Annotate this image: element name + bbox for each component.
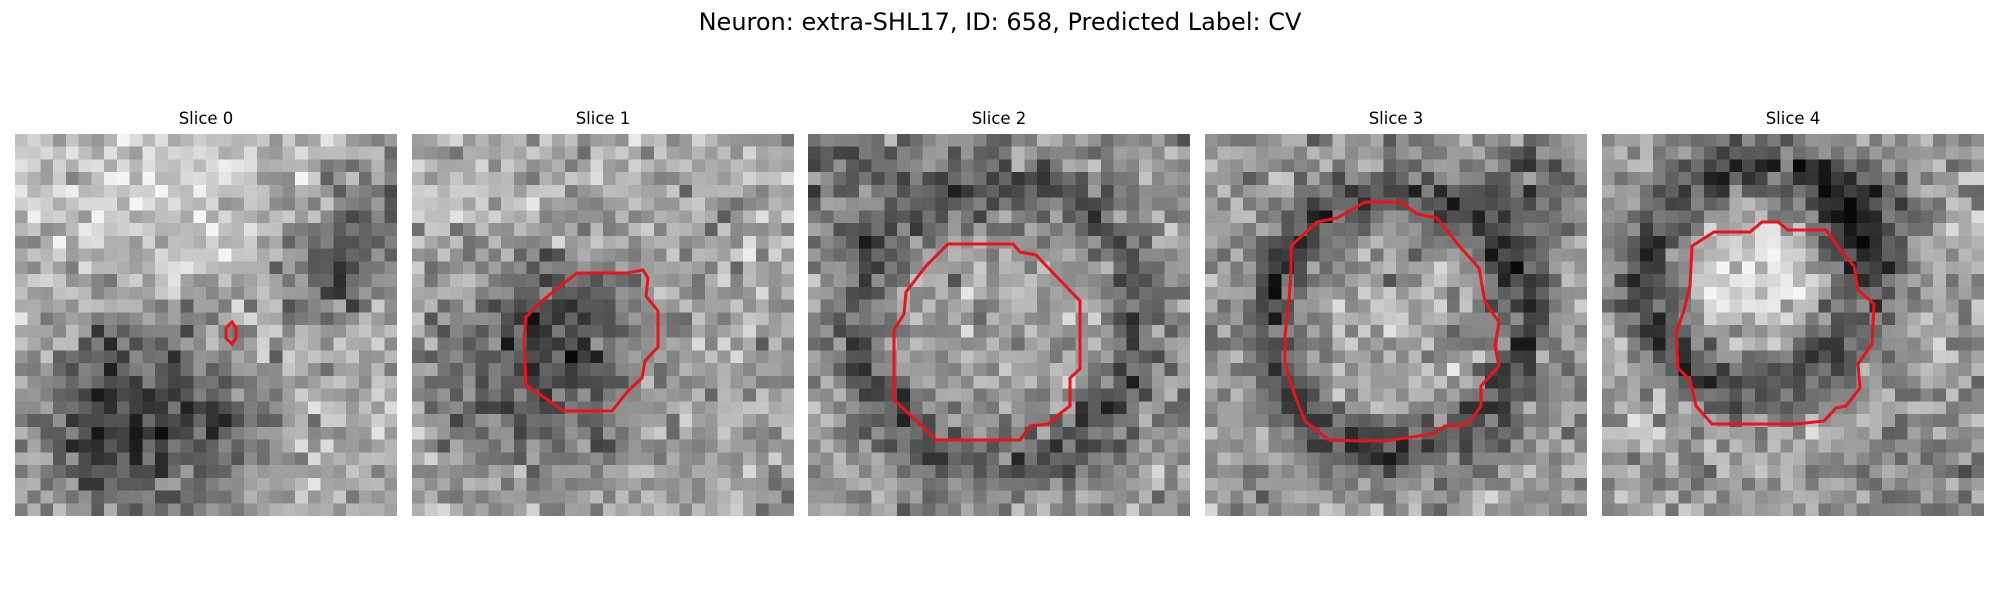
segmentation-contour xyxy=(522,268,660,413)
figure-title: Neuron: extra-SHL17, ID: 658, Predicted … xyxy=(698,8,1302,36)
slice-title: Slice 4 xyxy=(1765,109,1821,128)
contour-line xyxy=(1674,220,1876,426)
segmentation-contour xyxy=(1674,220,1876,426)
em-slice-image xyxy=(1602,134,1984,516)
slice-panel-0: Slice 0 xyxy=(15,108,397,516)
segmentation-contour xyxy=(224,319,238,347)
slice-title: Slice 2 xyxy=(971,109,1027,128)
slice-panel-2: Slice 2 xyxy=(808,108,1190,516)
slice-title: Slice 1 xyxy=(575,109,631,128)
slice-panel-3: Slice 3 xyxy=(1205,108,1587,516)
em-slice-image xyxy=(808,134,1190,516)
slice-panel-1: Slice 1 xyxy=(412,108,794,516)
segmentation-contour xyxy=(1283,200,1501,443)
contour-line xyxy=(224,319,238,347)
contour-line xyxy=(522,268,660,413)
slice-title: Slice 0 xyxy=(178,109,234,128)
slice-panel-4: Slice 4 xyxy=(1602,108,1984,516)
contour-line xyxy=(1283,200,1501,443)
contour-line xyxy=(892,242,1082,442)
em-slice-image xyxy=(412,134,794,516)
segmentation-contour xyxy=(892,242,1082,442)
slice-title: Slice 3 xyxy=(1368,109,1424,128)
em-slice-image xyxy=(15,134,397,516)
em-slice-image xyxy=(1205,134,1587,516)
